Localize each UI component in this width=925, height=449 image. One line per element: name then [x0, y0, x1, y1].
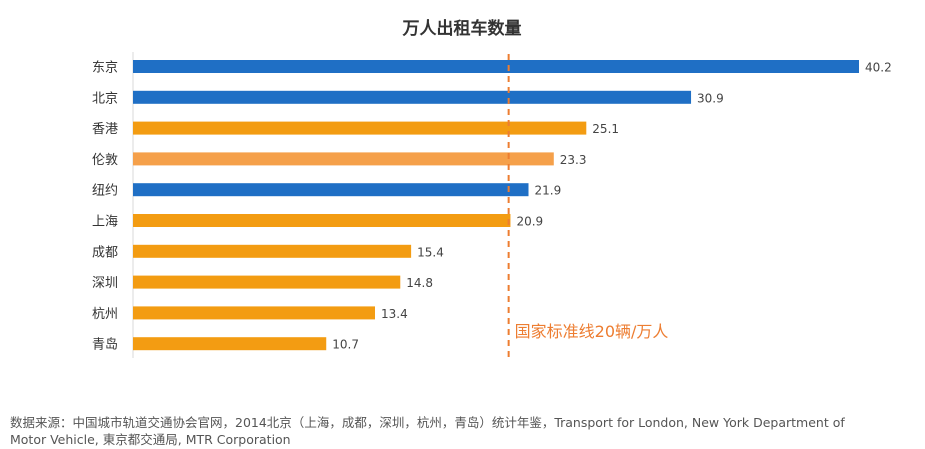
data-label: 21.9 — [535, 184, 562, 198]
category-label: 青岛 — [92, 337, 118, 353]
category-label: 成都 — [92, 245, 118, 260]
data-label: 13.4 — [381, 307, 408, 321]
bar — [133, 60, 859, 73]
category-label: 纽约 — [92, 184, 118, 199]
data-label: 20.9 — [516, 215, 543, 229]
category-label: 香港 — [92, 122, 118, 137]
data-label: 23.3 — [560, 153, 587, 167]
bar-chart: 万人出租车数量 东京 40.2 北京 30.9 香港 25.1 伦敦 23.3 纽约 21.9 上海… — [92, 18, 892, 360]
category-label: 东京 — [92, 61, 118, 76]
category-label: 杭州 — [92, 307, 118, 322]
data-label: 14.8 — [406, 276, 433, 290]
bar — [133, 244, 412, 258]
bar — [133, 214, 511, 227]
category-label: 深圳 — [92, 276, 118, 291]
bar — [133, 183, 529, 197]
bar — [133, 90, 692, 104]
category-label: 伦敦 — [92, 152, 118, 168]
category-label: 北京 — [92, 91, 118, 106]
reference-line-label: 国家标准线20辆/万人 — [515, 322, 669, 341]
data-label: 25.1 — [592, 122, 619, 136]
bar — [133, 152, 554, 166]
bar — [133, 306, 375, 320]
data-label: 10.7 — [332, 338, 359, 352]
bar — [133, 121, 587, 135]
chart-title: 万人出租车数量 — [402, 18, 522, 39]
data-label: 15.4 — [417, 245, 444, 259]
bar — [133, 275, 401, 289]
category-label: 上海 — [92, 215, 118, 230]
source-note: 数据来源：中国城市轨道交通协会官网，2014北京（上海，成都，深圳，杭州，青岛）… — [10, 415, 845, 447]
data-label: 30.9 — [697, 91, 724, 105]
data-label: 40.2 — [865, 61, 892, 75]
bar — [133, 337, 327, 351]
